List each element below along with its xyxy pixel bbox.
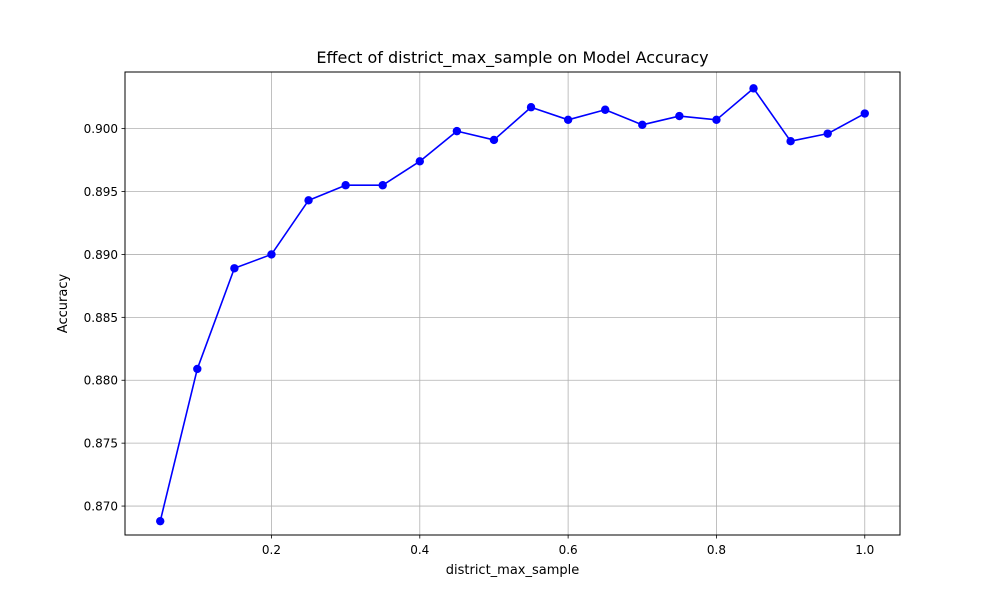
data-point: [712, 115, 721, 125]
data-point: [601, 105, 610, 114]
data-point: [156, 516, 165, 526]
y-axis-label: Accuracy: [56, 274, 71, 334]
data-point: [193, 364, 202, 374]
x-tick-label: 0.6: [559, 543, 578, 557]
data-point: [489, 135, 499, 145]
y-tick-label: 0.900: [84, 122, 118, 136]
x-tick-label: 0.8: [707, 543, 726, 557]
data-point: [563, 115, 573, 125]
data-point: [267, 250, 276, 259]
grid: [125, 72, 900, 535]
y-tick-label: 0.870: [84, 500, 118, 514]
data-point: [378, 181, 387, 190]
y-tick-label: 0.875: [84, 437, 118, 451]
data-point: [341, 181, 350, 190]
x-tick-label: 0.4: [410, 543, 429, 557]
data-point: [638, 120, 647, 130]
y-tick-label: 0.890: [84, 248, 118, 262]
data-point: [786, 136, 795, 146]
data-point: [749, 84, 758, 93]
axis-ticks: 0.2 0.4 0.6 0.8 1.0 0.870 0.875 0.880 0.885 0.890…: [84, 122, 875, 557]
chart-title: Effect of district_max_sample on Model A…: [316, 48, 708, 68]
x-tick-label: 0.2: [262, 543, 281, 557]
data-point: [526, 103, 536, 112]
data-point: [860, 109, 869, 118]
y-tick-label: 0.885: [84, 311, 118, 325]
data-point: [230, 264, 239, 273]
data-point: [452, 126, 462, 136]
y-tick-label: 0.895: [84, 185, 118, 199]
x-axis-label: district_max_sample: [446, 563, 580, 578]
data-point: [823, 129, 832, 138]
y-tick-label: 0.880: [84, 374, 118, 388]
data-point: [415, 157, 424, 166]
data-point: [304, 196, 313, 205]
x-tick-label: 1.0: [855, 543, 874, 557]
plot-frame: [124, 71, 901, 536]
series-line: [159, 87, 866, 522]
data-point: [675, 111, 684, 121]
plot-data: [156, 84, 869, 526]
